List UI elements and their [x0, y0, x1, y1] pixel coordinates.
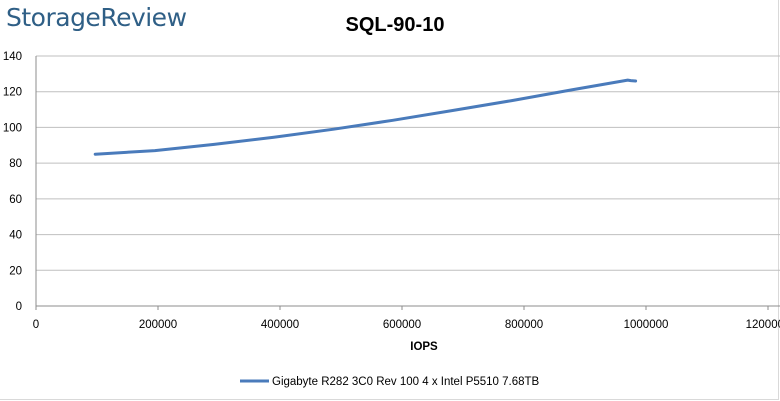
y-tick-label: 120 — [3, 87, 22, 99]
x-tick-label: 600000 — [383, 319, 421, 331]
gridlines — [36, 55, 780, 271]
y-tick-label: 20 — [9, 265, 22, 277]
x-tick-label: 1000000 — [624, 319, 669, 331]
y-tick-label: 80 — [9, 158, 22, 170]
x-tick-label: 800000 — [505, 319, 543, 331]
brand-logo: StorageReview — [6, 3, 187, 32]
axes — [35, 56, 780, 310]
x-tick-label: 200000 — [139, 319, 177, 331]
y-tick-labels: 0 20 40 60 80 100 120 140 — [3, 51, 22, 313]
x-tick-label: 0 — [33, 319, 39, 331]
x-axis-title: IOPS — [410, 341, 438, 353]
legend-label: Gigabyte R282 3C0 Rev 100 4 x Intel P551… — [272, 376, 540, 388]
x-tick-label: 1200000 — [746, 319, 780, 331]
chart-title: SQL-90-10 — [345, 14, 445, 36]
y-tick-label: 60 — [9, 194, 22, 206]
x-tick-labels: 0 200000 400000 600000 800000 1000000 1200000 — [33, 319, 780, 331]
series-line — [93, 78, 638, 156]
series-lines — [93, 78, 638, 156]
x-tick-label: 400000 — [261, 319, 299, 331]
y-tick-label: 100 — [3, 122, 22, 134]
y-tick-label: 0 — [16, 301, 22, 313]
y-tick-label: 40 — [9, 230, 22, 242]
y-tick-label: 140 — [3, 51, 22, 63]
legend: Gigabyte R282 3C0 Rev 100 4 x Intel P551… — [240, 376, 540, 388]
